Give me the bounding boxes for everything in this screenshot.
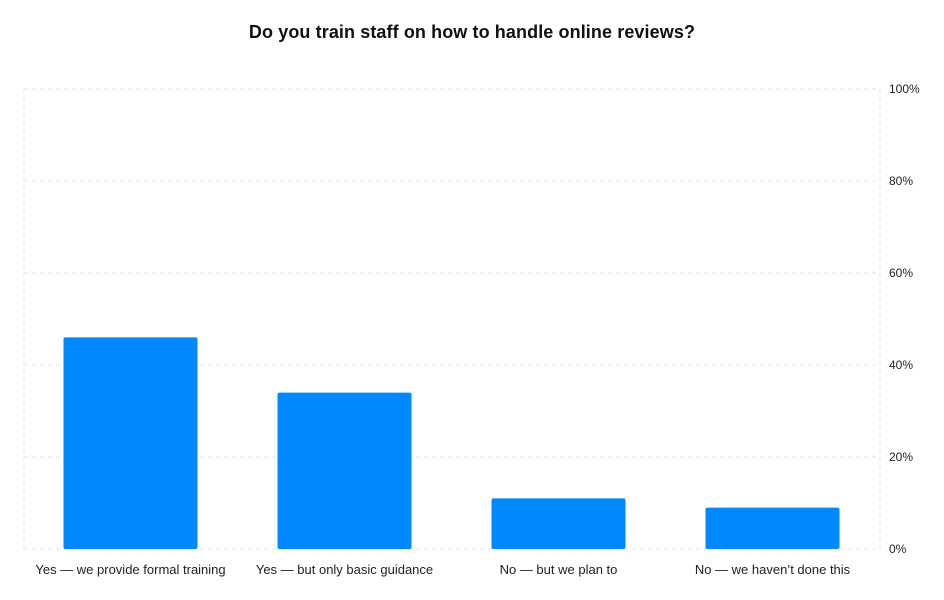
y-tick-label: 100%: [889, 82, 920, 96]
y-tick-label: 20%: [889, 450, 913, 464]
y-tick-label: 40%: [889, 358, 913, 372]
y-tick-label: 0%: [889, 542, 907, 556]
x-tick-label: Yes — but only basic guidance: [256, 562, 433, 577]
y-axis-ticks: 0% 20% 40% 60% 80% 100%: [889, 82, 920, 556]
bars: [63, 337, 840, 549]
bar: [491, 498, 626, 549]
bar: [705, 507, 840, 549]
y-tick-label: 60%: [889, 266, 913, 280]
x-tick-label: No — we haven’t done this: [695, 562, 851, 577]
bar: [63, 337, 198, 549]
y-tick-label: 80%: [889, 174, 913, 188]
bar: [277, 392, 412, 549]
x-tick-label: Yes — we provide formal training: [35, 562, 225, 577]
chart-title: Do you train staff on how to handle onli…: [248, 22, 696, 42]
x-tick-label: No — but we plan to: [500, 562, 618, 577]
x-axis-labels: Yes — we provide formal training Yes — bu…: [35, 562, 850, 577]
